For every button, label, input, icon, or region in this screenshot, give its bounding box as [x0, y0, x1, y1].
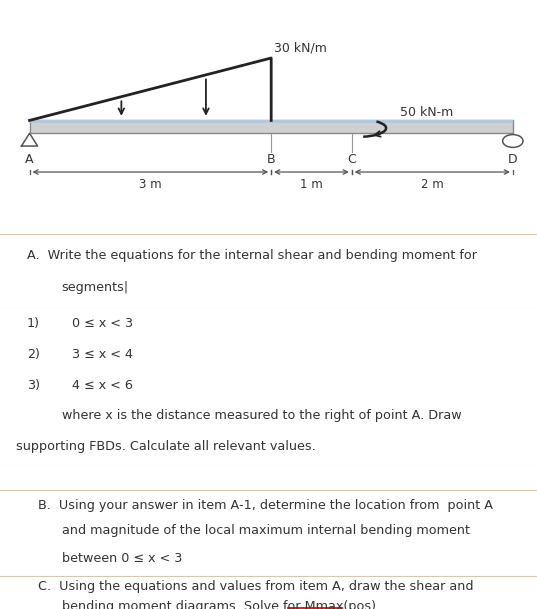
Bar	[30, 121, 513, 123]
Text: A: A	[25, 153, 34, 166]
Text: 3 ≤ x < 4: 3 ≤ x < 4	[72, 348, 134, 361]
Text: 1): 1)	[27, 317, 40, 331]
Text: A.  Write the equations for the internal shear and bending moment for: A. Write the equations for the internal …	[27, 249, 477, 262]
Text: B: B	[267, 153, 275, 166]
Text: 4 ≤ x < 6: 4 ≤ x < 6	[72, 379, 133, 392]
Text: 3 m: 3 m	[139, 178, 162, 191]
Text: 0 ≤ x < 3: 0 ≤ x < 3	[72, 317, 134, 331]
Bar	[30, 121, 513, 133]
Text: segments|: segments|	[62, 281, 129, 294]
Text: bending moment diagrams. Solve for Mmax(pos).: bending moment diagrams. Solve for Mmax(…	[62, 600, 380, 609]
Text: B.  Using your answer in item A-1, determine the location from  point A: B. Using your answer in item A-1, determ…	[38, 499, 492, 512]
Text: 30 kN/m: 30 kN/m	[274, 41, 326, 55]
Text: where x is the distance measured to the right of point A. Draw: where x is the distance measured to the …	[62, 409, 461, 423]
Text: 3): 3)	[27, 379, 40, 392]
Circle shape	[503, 135, 523, 147]
Polygon shape	[21, 133, 38, 146]
Text: 2 m: 2 m	[421, 178, 444, 191]
Text: 1 m: 1 m	[300, 178, 323, 191]
Text: and magnitude of the local maximum internal bending moment: and magnitude of the local maximum inter…	[62, 524, 470, 537]
Text: 2): 2)	[27, 348, 40, 361]
Text: C.  Using the equations and values from item A, draw the shear and: C. Using the equations and values from i…	[38, 580, 473, 593]
Text: D: D	[508, 153, 518, 166]
Text: supporting FBDs. Calculate all relevant values.: supporting FBDs. Calculate all relevant …	[16, 440, 316, 453]
Text: C: C	[347, 153, 356, 166]
Text: between 0 ≤ x < 3: between 0 ≤ x < 3	[62, 552, 182, 565]
Text: 50 kN-m: 50 kN-m	[400, 107, 453, 119]
